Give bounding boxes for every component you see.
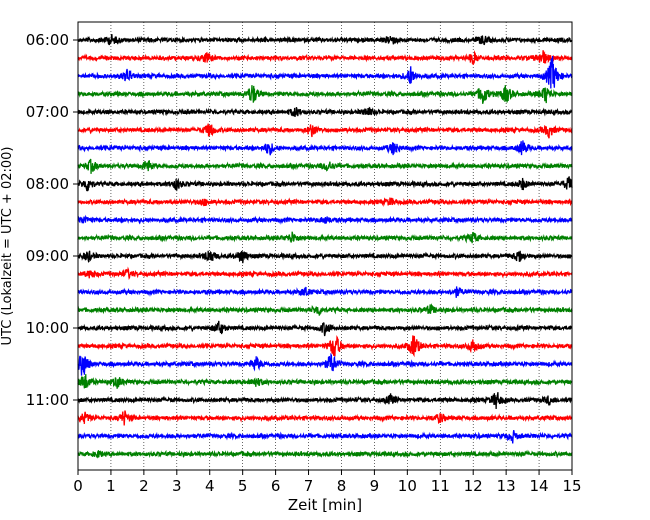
- trace-1015: [77, 334, 573, 358]
- trace-0800: [77, 176, 573, 192]
- trace-0915: [77, 266, 573, 281]
- x-tick-label-6: 6: [271, 477, 281, 495]
- grid-lines: [110, 22, 540, 470]
- trace-1030: [77, 352, 573, 376]
- x-tick-label-8: 8: [337, 477, 347, 495]
- y-tick-label-4: 10:00: [26, 319, 69, 337]
- x-tick-label-15: 15: [562, 477, 581, 495]
- trace-0630: [77, 55, 573, 89]
- x-tick-label-1: 1: [106, 477, 116, 495]
- trace-0900: [77, 250, 573, 264]
- x-axis-ticks: 0 1 2 3 4 5 6 7 8 9 10 11 12 13 14 15: [73, 470, 582, 495]
- x-tick-label-0: 0: [73, 477, 83, 495]
- x-tick-label-10: 10: [398, 477, 417, 495]
- x-tick-label-12: 12: [464, 477, 483, 495]
- x-tick-label-13: 13: [497, 477, 516, 495]
- x-tick-label-11: 11: [431, 477, 450, 495]
- x-tick-label-3: 3: [172, 477, 182, 495]
- y-tick-label-3: 09:00: [26, 247, 69, 265]
- trace-1045: [77, 374, 573, 389]
- y-axis-ticks: 06:00 07:00 08:00 09:00 10:00 11:00: [26, 31, 78, 409]
- seismogram-traces: [77, 33, 573, 459]
- trace-0845: [77, 231, 573, 244]
- x-tick-label-14: 14: [530, 477, 549, 495]
- x-tick-label-4: 4: [205, 477, 215, 495]
- trace-0600: [77, 33, 573, 46]
- trace-0930: [77, 286, 573, 298]
- y-tick-label-1: 07:00: [26, 103, 69, 121]
- y-tick-label-0: 06:00: [26, 31, 69, 49]
- trace-1100: [77, 392, 573, 409]
- trace-0615: [77, 50, 573, 65]
- y-tick-label-2: 08:00: [26, 175, 69, 193]
- x-tick-label-2: 2: [139, 477, 149, 495]
- trace-0715: [77, 123, 573, 139]
- trace-0830: [77, 214, 573, 225]
- trace-0700: [77, 106, 573, 118]
- trace-0645: [77, 85, 573, 104]
- x-tick-label-7: 7: [304, 477, 314, 495]
- trace-1130: [77, 430, 573, 444]
- x-tick-label-5: 5: [238, 477, 248, 495]
- x-tick-label-9: 9: [370, 477, 380, 495]
- trace-0815: [77, 197, 573, 207]
- trace-0745: [77, 158, 573, 174]
- y-tick-label-5: 11:00: [26, 391, 69, 409]
- x-axis-label: Zeit [min]: [288, 496, 362, 514]
- y-axis-label: UTC (Lokalzeit = UTC + 02:00): [0, 147, 15, 346]
- trace-1000: [77, 320, 573, 337]
- trace-1115: [77, 410, 573, 426]
- trace-0945: [77, 303, 573, 316]
- plot-frame: [77, 21, 573, 471]
- trace-1145: [77, 449, 573, 459]
- trace-0730: [77, 140, 573, 156]
